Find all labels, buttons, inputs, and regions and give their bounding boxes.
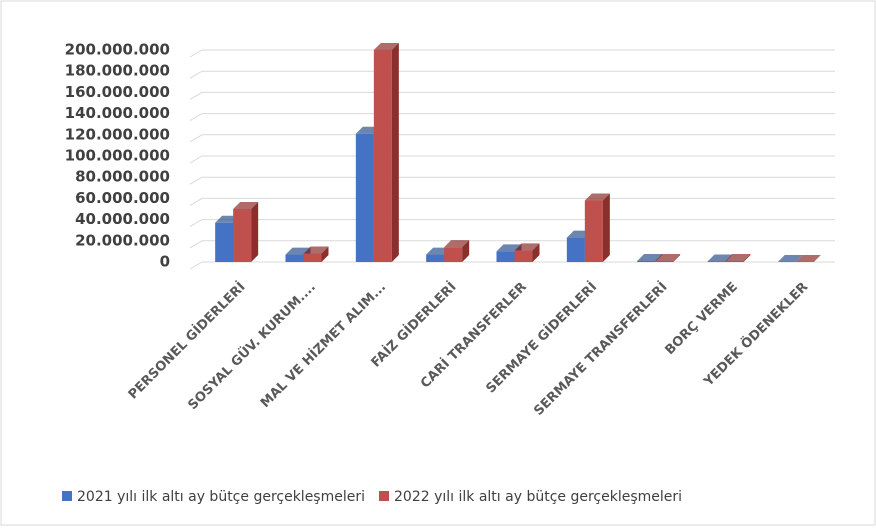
- y-tick-label: 0: [160, 253, 170, 271]
- bar: [444, 240, 470, 262]
- bar-face: [373, 50, 392, 262]
- bar-face: [584, 193, 610, 201]
- bar-face: [321, 246, 329, 262]
- bar-face: [655, 260, 674, 262]
- bar: [795, 255, 821, 262]
- bar-face: [514, 243, 540, 251]
- bar-face: [426, 254, 445, 262]
- bar-face: [355, 133, 374, 262]
- y-tick-label: 40.000.000: [75, 210, 170, 228]
- y-tick-label: 60.000.000: [75, 189, 170, 207]
- bar-face: [655, 253, 681, 261]
- bar-face: [303, 253, 322, 262]
- y-tick-label: 160.000.000: [65, 83, 170, 101]
- grid-line: [189, 197, 835, 206]
- bar-face: [725, 260, 744, 262]
- grid-line: [189, 134, 835, 143]
- legend-swatch: [62, 491, 72, 501]
- bar-face: [496, 251, 515, 262]
- bar-face: [215, 222, 234, 262]
- bar-face: [462, 240, 470, 262]
- grid-line: [189, 155, 835, 164]
- y-tick-label: 140.000.000: [65, 104, 170, 122]
- bar-face: [391, 43, 399, 262]
- bar-face: [532, 243, 540, 262]
- bar-face: [673, 253, 681, 262]
- y-tick-label: 20.000.000: [75, 231, 170, 249]
- bar-face: [233, 202, 259, 209]
- bar-face: [251, 202, 259, 262]
- bar-face: [514, 250, 533, 262]
- bar: [655, 253, 681, 262]
- bar: [233, 202, 259, 262]
- bar-face: [444, 247, 463, 262]
- bar-face: [444, 240, 470, 248]
- grid-line: [189, 219, 835, 228]
- bar: [777, 255, 803, 262]
- y-tick-label: 100.000.000: [65, 147, 170, 165]
- grid-line: [189, 91, 835, 100]
- bar: [584, 193, 610, 262]
- bar-face: [566, 237, 585, 262]
- bar-face: [743, 253, 751, 262]
- grid-line: [189, 113, 835, 122]
- grid-line: [189, 240, 835, 249]
- bar: [514, 243, 540, 262]
- bar-face: [777, 255, 803, 262]
- bar-face: [707, 254, 733, 262]
- y-tick-label: 120.000.000: [65, 125, 170, 143]
- bar: [373, 43, 399, 262]
- bar-face: [725, 253, 751, 261]
- grid-line: [189, 261, 835, 270]
- bar-face: [233, 209, 252, 262]
- bar-face: [602, 193, 610, 262]
- grid-line: [189, 70, 835, 79]
- legend-swatch: [379, 491, 390, 501]
- grid-line: [189, 176, 835, 185]
- y-tick-label: 200.000.000: [65, 41, 170, 59]
- grid-line: [189, 49, 835, 58]
- bar-face: [795, 255, 821, 262]
- bar: [725, 253, 751, 262]
- y-tick-label: 180.000.000: [65, 62, 170, 80]
- bar-face: [637, 260, 656, 262]
- bar-face: [303, 246, 329, 254]
- legend-label: 2021 yılı ilk altı ay bütçe gerçekleşmel…: [77, 489, 365, 505]
- bar-face: [373, 43, 399, 50]
- y-tick-label: 80.000.000: [75, 168, 170, 186]
- bar: [303, 246, 329, 262]
- legend-label: 2022 yılı ilk altı ay bütçe gerçekleşmel…: [394, 489, 682, 505]
- bar-face: [285, 254, 304, 262]
- bar-face: [637, 253, 663, 261]
- bar-face: [707, 261, 726, 262]
- bar-face: [584, 200, 603, 262]
